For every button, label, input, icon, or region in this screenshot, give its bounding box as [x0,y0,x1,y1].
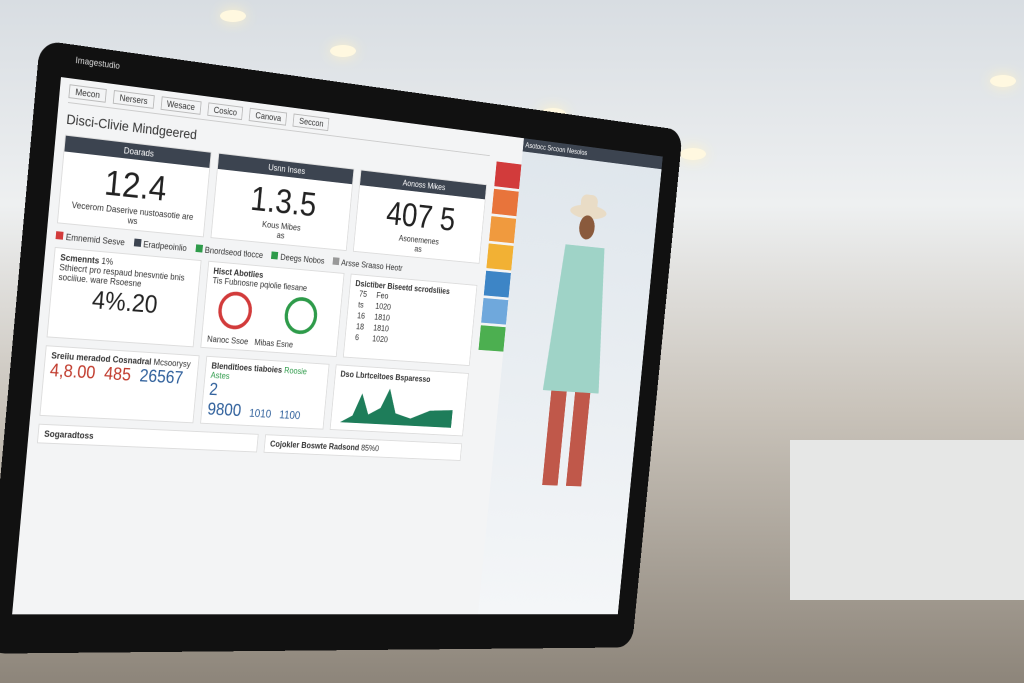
swatch [494,161,522,190]
brand: Imagestudio [75,55,121,71]
rings-card: Hisct Abotlies Tis Fubnosne pqiolie fies… [200,260,345,358]
swatch [483,270,511,298]
legend-item: Emnemid Sesve [55,231,125,247]
stat: 1010 [248,406,272,421]
monitor: Imagestudio Mecon Nersers Wesace Cosico … [0,40,683,654]
area [339,385,455,428]
legend-item: Bnordseod tlocce [195,244,264,260]
table-card: Dsictiber Biseetd scrodsliies 75 Feo ts 102… [342,273,478,367]
legend-label: Eradpeoinlio [142,239,188,254]
card-note: 85%0 [360,443,380,454]
ceiling-lamp [990,75,1016,87]
ceiling-lamp [680,148,706,160]
kpi-card: Usnn Inses 1.3.5 Kous Mibes as [210,152,355,252]
ring [285,298,317,333]
legend-swatch [133,238,142,247]
button[interactable]: Cosico [207,102,244,121]
swatch [491,188,519,217]
legend-swatch [271,251,279,260]
table-cell: 6 [354,332,360,343]
button[interactable]: Seccon [292,113,330,132]
screen: Mecon Nersers Wesace Cosico Canova Secco… [12,77,663,615]
footer-card: Sogaradtoss [36,423,259,453]
card-title: Sogaradtoss [43,428,95,441]
swatch [481,297,509,325]
area-chart [339,385,455,428]
legend-swatch [332,257,340,266]
rings [208,285,335,341]
ring [219,292,252,328]
stat: 2 9800 [206,379,242,420]
legend-swatch [195,244,203,253]
trend-card: Blenditioes tiaboies Roosie Astes 2 9800… [200,355,330,430]
tab[interactable]: Wesace [160,96,202,115]
table: 75 Feo ts 1020 16 1810 18 1810 6 1020 [350,288,397,346]
stat: 1100 [278,408,301,422]
legend-label: Bnordseod tlocce [204,245,264,261]
table-cell: 1020 [371,333,389,345]
ring-label: Nanoc Ssoe [206,334,249,347]
stat: 4,8.00 [49,360,97,383]
kpi-card: Doarads 12.4 Vecerom Daserive nustoasotie … [56,134,212,238]
legend-item: Arsse Sraaso Heotr [332,257,403,273]
chart-card: Dso Lbrtceitoes Bsparesso [329,364,469,437]
swatch [486,243,514,271]
ring-label: Mibas Esne [254,337,294,350]
legend-item: Deegs Nobos [271,251,325,266]
legend-label: Emnemid Sesve [65,232,126,248]
legend-item: Eradpeoinlio [133,238,187,253]
ceiling-lamp [330,45,356,57]
legend-swatch [55,231,64,240]
stat: 485 [103,363,132,385]
swatch [489,216,517,244]
swatch [478,325,506,352]
tab[interactable]: Nersers [112,90,155,109]
dashboard: Mecon Nersers Wesace Cosico Canova Secco… [12,77,499,614]
legend-label: Deegs Nobos [279,252,325,266]
button[interactable]: Canova [249,107,288,126]
report-card: Cojokler Boswte Radsond 85%0 [263,434,463,461]
stats-card: Sreiiu meradod Cosnadral Mcsoorysy 4,8.0… [39,345,200,424]
stat: 26567 [138,365,184,388]
ceiling-lamp [220,10,246,22]
kpi-card: Aonoss Mikes 407 5 Asonemenes as [352,169,488,264]
tab[interactable]: Mecon [68,84,107,103]
table-row: 6 1020 [350,331,393,345]
legend-label: Arsse Sraaso Heotr [340,258,403,273]
store-counter [790,440,1024,600]
segments-card: Scmennts 1% Sthiecrt pro respaud bnesvnt… [46,246,202,348]
card-title: Cojokler Boswte Radsond [269,439,360,453]
